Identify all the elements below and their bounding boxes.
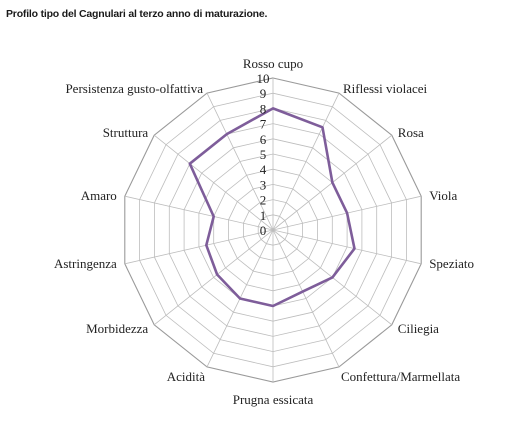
- tick-label-9: 9: [260, 86, 267, 101]
- spoke-9: [153, 229, 274, 326]
- axis-label-11: Amaro: [81, 188, 117, 203]
- axis-label-12: Struttura: [103, 125, 149, 140]
- axis-label-3: Viola: [429, 188, 457, 203]
- axis-label-1: Riflessi violacei: [343, 81, 428, 96]
- radar-axis-labels: Rosso cupo Riflessi violacei Rosa Viola Spez…: [54, 56, 474, 407]
- tick-label-2: 2: [260, 193, 267, 208]
- tick-label-4: 4: [260, 162, 267, 177]
- spoke-10: [124, 229, 274, 265]
- axis-label-4: Speziato: [429, 256, 474, 271]
- axis-label-0: Rosso cupo: [243, 56, 303, 71]
- spoke-12: [153, 134, 274, 231]
- radar-series: [188, 107, 356, 308]
- spoke-13: [206, 92, 274, 231]
- spoke-11: [124, 195, 274, 231]
- axis-label-6: Confettura/Marmellata: [341, 369, 460, 384]
- tick-label-5: 5: [260, 147, 267, 162]
- axis-label-8: Acidità: [167, 369, 205, 384]
- tick-label-3: 3: [260, 177, 267, 192]
- spoke-1: [272, 92, 340, 231]
- spoke-6: [272, 229, 340, 368]
- tick-label-10: 10: [257, 71, 270, 86]
- tick-label-7: 7: [260, 117, 267, 132]
- tick-label-1: 1: [260, 208, 267, 223]
- tick-label-8: 8: [260, 101, 267, 116]
- spoke-4: [272, 229, 422, 265]
- axis-label-7: Prugna essicata: [233, 392, 314, 407]
- radar-spokes: [124, 78, 422, 382]
- axis-label-2: Rosa: [398, 125, 424, 140]
- axis-label-5: Ciliegia: [398, 321, 439, 336]
- chart-title: Profilo tipo del Cagnulari al terzo anno…: [6, 8, 268, 20]
- axis-label-13: Persistenza gusto-olfattiva: [65, 81, 203, 96]
- axis-label-10: Astringenza: [54, 256, 117, 271]
- tick-label-0: 0: [260, 223, 267, 238]
- tick-label-6: 6: [260, 132, 267, 147]
- axis-label-9: Morbidezza: [86, 321, 148, 336]
